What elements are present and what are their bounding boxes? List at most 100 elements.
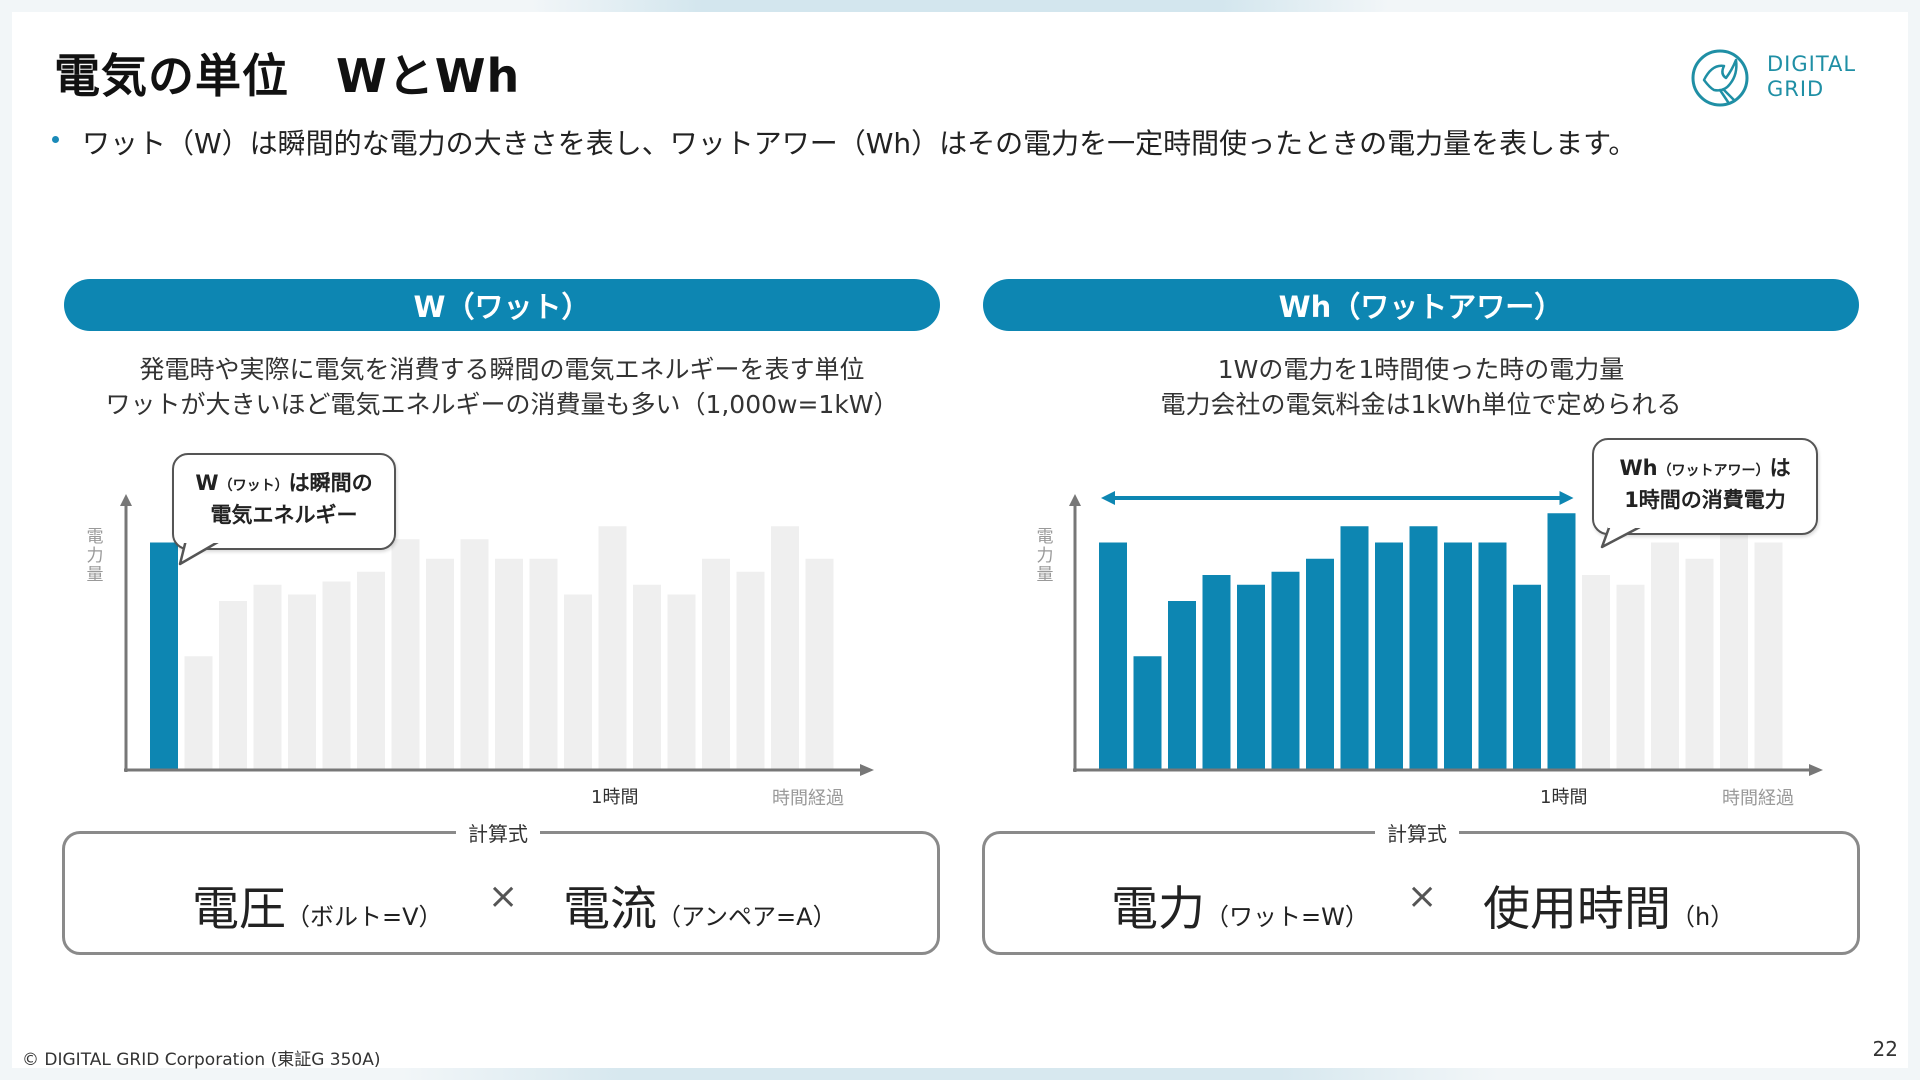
wh-chart-duration-arrow-left-head <box>1101 491 1115 505</box>
wh-callout-main: Wh <box>1619 456 1658 480</box>
wh-chart-bar <box>1720 513 1748 770</box>
top-decoration <box>530 0 1390 12</box>
logo-text: DIGITAL GRID <box>1767 52 1877 102</box>
w-chart-bar <box>633 584 661 770</box>
wh-desc-line1: 1Wの電力を1時間使った時の電力量 <box>1217 355 1625 384</box>
w-callout-line2: 電気エネルギー <box>210 503 358 527</box>
w-chart-bar <box>805 558 834 770</box>
w-formula-term1: 電圧（ボルト=V） <box>192 870 443 939</box>
w-desc-line2: ワットが大きいほど電気エネルギーの消費量も多い（1,000w=1kW） <box>105 390 899 419</box>
w-chart-bar <box>736 571 765 770</box>
wh-chart-bar <box>1375 542 1403 770</box>
wh-chart-bar <box>1133 656 1162 770</box>
wh-chart-bar <box>1237 584 1265 770</box>
logo-line1: DIGITAL <box>1767 52 1857 76</box>
logo-line2: GRID <box>1767 77 1825 101</box>
wh-chart-ylabel: 電力量 <box>1034 528 1056 585</box>
w-chart-ylabel: 電力量 <box>84 528 106 585</box>
w-desc-line1: 発電時や実際に電気を消費する瞬間の電気エネルギーを表す単位 <box>139 355 865 384</box>
w-chart-bar <box>391 539 420 770</box>
wh-callout-line2: 1時間の消費電力 <box>1624 488 1786 512</box>
wh-chart <box>1069 491 1823 776</box>
w-callout-pointer <box>178 540 220 566</box>
wh-formula-term1: 電力（ワット=W） <box>1111 870 1369 939</box>
w-heading: W（ワット） <box>64 279 940 331</box>
wh-chart-xlabel: 時間経過 <box>1722 788 1794 809</box>
w-callout-tail: は瞬間の <box>288 471 373 495</box>
w-callout-main: W <box>195 471 219 495</box>
wh-heading: Wh（ワットアワー） <box>983 279 1859 331</box>
w-chart-bar <box>598 526 627 770</box>
w-callout-line1: W（ワット）は瞬間の <box>174 469 394 501</box>
w-term2-unit: （アンペア=A） <box>657 903 837 931</box>
wh-formula-times: × <box>1407 876 1438 917</box>
wh-callout-small: （ワットアワー） <box>1657 463 1770 479</box>
w-chart-bar <box>460 539 489 770</box>
wh-chart-bar <box>1478 542 1507 770</box>
w-chart-bar <box>150 542 178 770</box>
w-chart-y-axis-arrow <box>120 494 132 506</box>
w-chart-bar <box>322 581 351 770</box>
wh-chart-bar <box>1340 526 1369 770</box>
wh-ylabel-text: 電力量 <box>1036 527 1054 585</box>
w-term2-text: 電流 <box>563 882 657 937</box>
w-formula-label: 計算式 <box>456 818 540 847</box>
wh-chart-bar <box>1754 542 1783 770</box>
w-chart-bar <box>288 594 316 770</box>
bullet-icon <box>52 136 59 143</box>
page-number: 22 <box>1872 1037 1898 1061</box>
wh-chart-bar <box>1547 513 1576 770</box>
wh-callout: Wh（ワットアワー）は 1時間の消費電力 <box>1592 438 1818 535</box>
w-chart-bar <box>253 584 282 770</box>
w-chart-x-axis-arrow <box>860 764 874 776</box>
wh-chart-bar <box>1513 584 1541 770</box>
wh-chart-bar <box>1168 601 1196 770</box>
wh-callout-line1: Wh（ワットアワー）は <box>1594 454 1816 486</box>
wh-term1-text: 電力 <box>1111 882 1205 937</box>
wh-chart-bar <box>1202 575 1231 770</box>
wh-formula-label: 計算式 <box>1375 818 1459 847</box>
w-chart-marker-label: 1時間 <box>591 787 639 808</box>
wh-chart-bar <box>1616 584 1645 770</box>
w-chart-bar <box>184 656 213 770</box>
wh-formula-term2: 使用時間（h） <box>1483 870 1734 939</box>
wh-chart-bar <box>1582 575 1610 770</box>
w-chart-bar <box>495 558 523 770</box>
wh-term1-unit: （ワット=W） <box>1205 903 1369 931</box>
w-chart-bar <box>702 558 730 770</box>
w-chart-bar <box>426 558 454 770</box>
wh-term2-text: 使用時間 <box>1483 882 1671 937</box>
w-chart-xlabel: 時間経過 <box>772 788 844 809</box>
w-chart-bar <box>771 526 799 770</box>
wh-chart-bar <box>1409 526 1438 770</box>
wh-chart-bar <box>1651 542 1679 770</box>
wh-callout-pointer <box>1600 525 1642 549</box>
lead-text: ワット（W）は瞬間的な電力の大きさを表し、ワットアワー（Wh）はその電力を一定時… <box>82 127 1637 160</box>
wh-chart-marker-label: 1時間 <box>1540 787 1588 808</box>
wh-description: 1Wの電力を1時間使った時の電力量 電力会社の電気料金は1kWh単位で定められる <box>983 352 1859 422</box>
logo-pigeon-icon <box>1691 49 1749 107</box>
wh-chart-bar <box>1685 558 1714 770</box>
wh-callout-tail: は <box>1769 456 1791 480</box>
w-description: 発電時や実際に電気を消費する瞬間の電気エネルギーを表す単位 ワットが大きいほど電… <box>64 352 940 422</box>
w-callout: W（ワット）は瞬間の 電気エネルギー <box>172 453 396 550</box>
wh-chart-x-axis-arrow <box>1809 764 1823 776</box>
w-chart-bar <box>357 571 385 770</box>
w-chart-bar <box>529 558 558 770</box>
wh-chart-y-axis-arrow <box>1069 494 1081 506</box>
bottom-decoration <box>400 1068 1500 1080</box>
wh-chart-bar <box>1444 542 1472 770</box>
w-formula-times: × <box>488 876 519 917</box>
wh-desc-line2: 電力会社の電気料金は1kWh単位で定められる <box>1160 390 1682 419</box>
w-chart-bar <box>564 594 592 770</box>
wh-term2-unit: （h） <box>1671 903 1735 931</box>
w-chart-bar <box>219 601 247 770</box>
w-callout-small: （ワット） <box>218 478 289 494</box>
w-chart-bar <box>667 594 696 770</box>
wh-chart-bar <box>1306 558 1334 770</box>
wh-chart-bar <box>1271 571 1300 770</box>
w-term1-text: 電圧 <box>192 882 286 937</box>
w-term1-unit: （ボルト=V） <box>286 903 443 931</box>
wh-chart-duration-arrow-right-head <box>1559 491 1574 505</box>
wh-chart-bar <box>1099 542 1127 770</box>
